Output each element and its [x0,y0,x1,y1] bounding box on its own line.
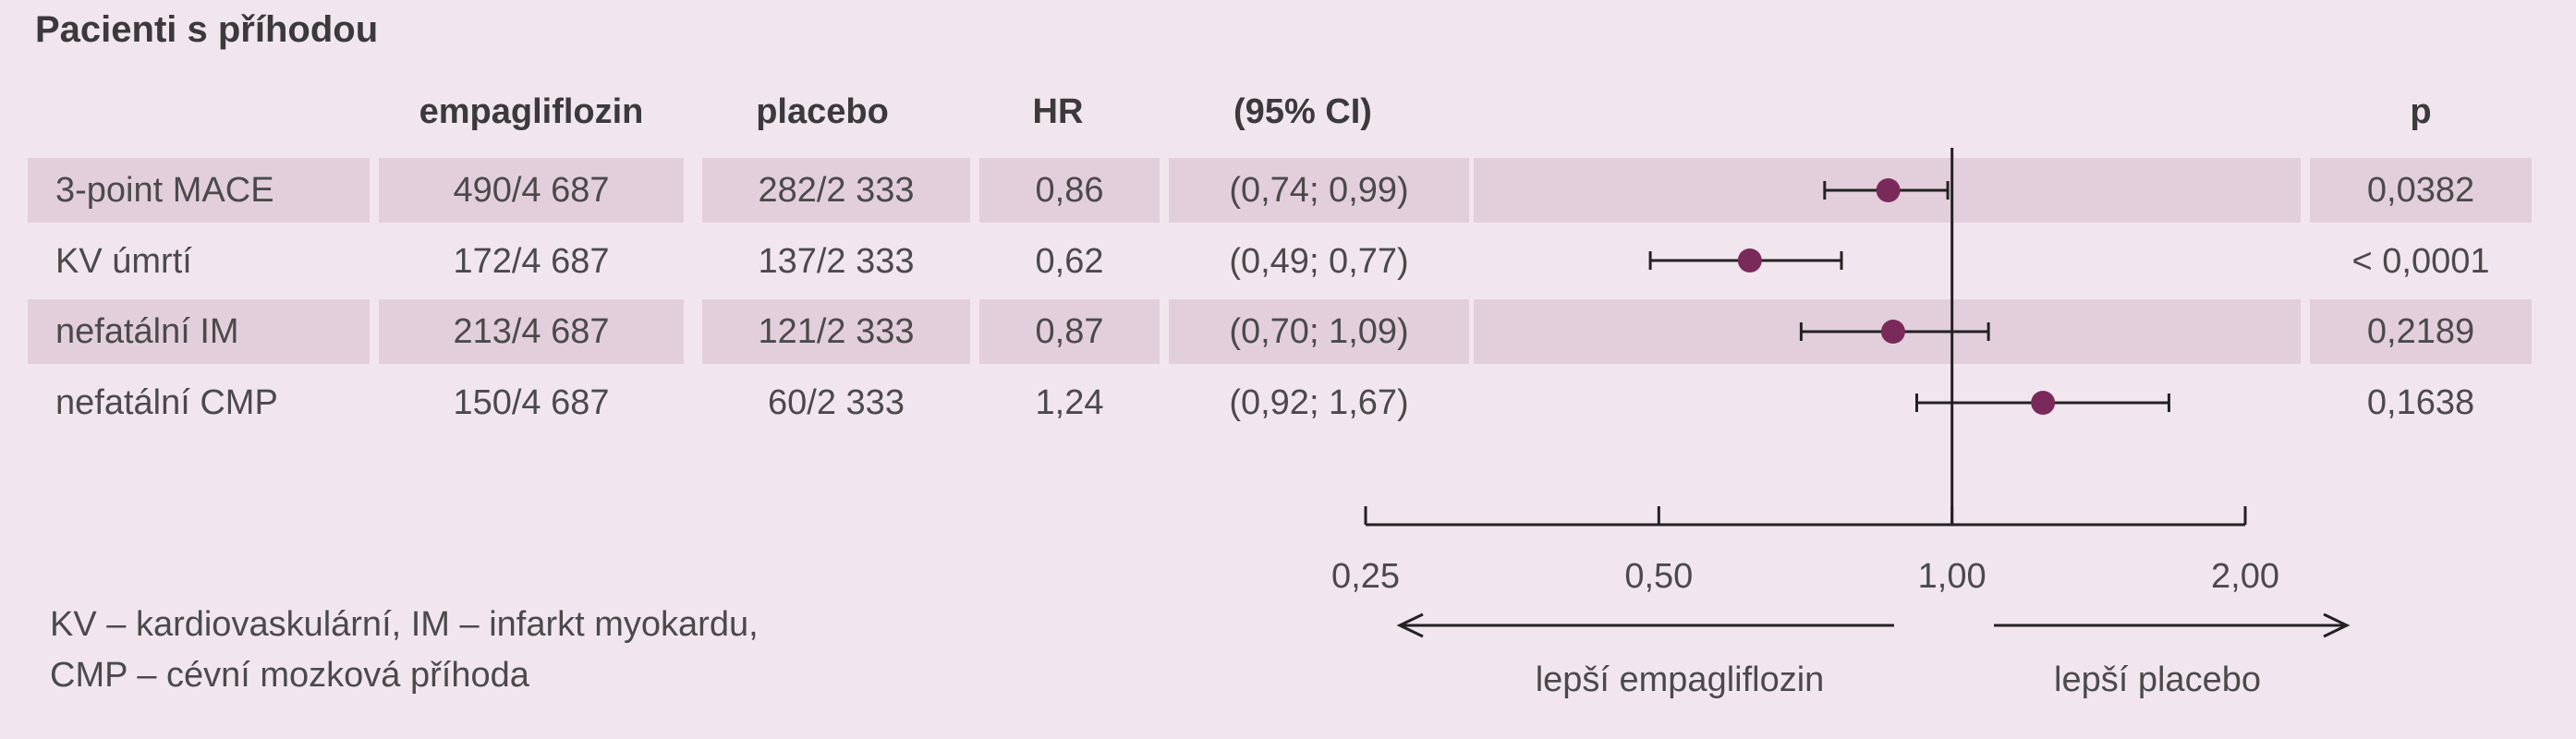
row-p: 0,0382 [2366,171,2475,210]
row-band [979,158,1160,223]
row-placebo: 282/2 333 [758,171,915,210]
header-placebo: placebo [756,92,889,131]
row-ci: (0,92; 1,67) [1229,383,1409,422]
header-ci: (95% CI) [1233,92,1372,131]
x-axis-tick-label: 1,00 [1918,557,1987,596]
row-ci: (0,74; 0,99) [1229,171,1409,210]
row-hr: 1,24 [1035,383,1104,422]
row-p: < 0,0001 [2351,242,2490,281]
row-band [379,299,684,364]
row-hr: 0,86 [1035,171,1104,210]
footnote-line1: KV – kardiovaskulární, IM – infarkt myok… [50,605,759,644]
row-p: 0,1638 [2366,383,2475,422]
row-hr: 0,62 [1035,242,1104,281]
header-p: p [2410,92,2432,131]
arrow-right-head [2323,612,2351,638]
row-band [2310,299,2532,364]
row-band [702,299,970,364]
row-drug: 150/4 687 [453,383,610,422]
row-band [702,158,970,223]
chart-title: Pacienti s příhodou [35,9,379,50]
x-axis-tick-label: 0,50 [1624,557,1693,596]
row-p: 0,2189 [2366,312,2475,351]
footnote-line2: CMP – cévní mozková příhoda [50,656,529,695]
hr-point [1737,248,1762,273]
header-hr: HR [1032,92,1084,131]
row-band [979,299,1160,364]
row-band [28,158,370,223]
row-label: 3-point MACE [55,171,274,210]
hr-point [1876,178,1901,202]
row-drug: 172/4 687 [453,242,610,281]
row-hr: 0,87 [1035,312,1104,351]
row-label: KV úmrtí [55,242,192,281]
row-drug: 213/4 687 [453,312,610,351]
row-drug: 490/4 687 [453,171,610,210]
row-band [28,299,370,364]
x-axis-tick-label: 2,00 [2211,557,2279,596]
row-placebo: 121/2 333 [758,312,915,351]
row-band [1169,158,1469,223]
row-label: nefatální CMP [55,383,278,422]
row-band [1169,299,1469,364]
row-band [379,158,684,223]
direction-label-left: lepší empagliflozin [1536,660,1825,699]
row-placebo: 137/2 333 [758,242,915,281]
arrow-left-head [1396,612,1424,638]
row-label: nefatální IM [55,312,239,351]
hr-point [1880,320,1905,344]
row-placebo: 60/2 333 [768,383,905,422]
header-drug: empagliflozin [419,92,644,131]
row-ci: (0,49; 0,77) [1229,242,1409,281]
row-band [2310,158,2532,223]
direction-label-right: lepší placebo [2054,660,2261,699]
row-ci: (0,70; 1,09) [1229,312,1409,351]
hr-point [2031,391,2056,415]
x-axis-tick-label: 0,25 [1331,557,1400,596]
